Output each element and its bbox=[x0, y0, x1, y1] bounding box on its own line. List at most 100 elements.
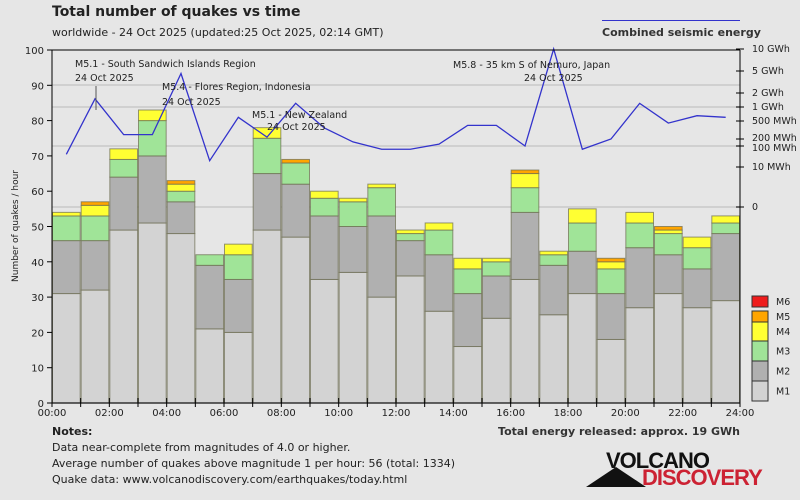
bar-segment-m5 bbox=[281, 158, 311, 164]
bar-segment-m2 bbox=[52, 240, 81, 295]
bars bbox=[52, 109, 740, 404]
annotation-date: 24 Oct 2025 bbox=[267, 122, 326, 133]
x-tick-label: 20:00 bbox=[611, 408, 640, 419]
x-tick-label: 00:00 bbox=[38, 408, 67, 419]
energy-line bbox=[65, 46, 726, 163]
x-tick-label: 08:00 bbox=[267, 408, 296, 419]
legend-swatch-m4 bbox=[751, 321, 769, 342]
y-tick-label: 50 bbox=[31, 223, 44, 234]
bar-segment-m2 bbox=[654, 254, 683, 295]
bar-segment-m4 bbox=[654, 229, 683, 235]
legend-swatch-m2 bbox=[751, 360, 769, 382]
annotation-date: 24 Oct 2025 bbox=[524, 73, 583, 84]
bar-segment-m2 bbox=[338, 226, 368, 273]
bar-segment-m1 bbox=[396, 275, 425, 404]
legend-label-m2: M2 bbox=[776, 367, 790, 378]
energy-series bbox=[65, 46, 726, 163]
volcanodiscovery-logo[interactable]: VOLCANO DISCOVERY bbox=[586, 448, 786, 490]
legend-swatch-m6 bbox=[751, 295, 769, 308]
legend-swatch-m3 bbox=[751, 340, 769, 362]
y-tick-label: 0 bbox=[38, 399, 44, 410]
bar-segment-m4 bbox=[510, 173, 540, 189]
legend-label-m3: M3 bbox=[776, 347, 790, 358]
bar-segment-m3 bbox=[52, 215, 81, 242]
annotation-title: M5.4 - Flores Region, Indonesia bbox=[162, 82, 311, 93]
bar-segment-m3 bbox=[80, 215, 110, 242]
bar-segment-m4 bbox=[482, 257, 511, 263]
legend-label-m5: M5 bbox=[776, 312, 790, 323]
bar-segment-m4 bbox=[568, 208, 597, 224]
chart-title: Total number of quakes vs time bbox=[52, 4, 301, 20]
energy-tick-label: 500 MWh bbox=[752, 116, 797, 127]
bar-segment-m3 bbox=[711, 222, 740, 235]
volcano-icon bbox=[586, 467, 646, 487]
y-tick-label: 10 bbox=[31, 364, 44, 375]
bar-segment-m1 bbox=[138, 222, 167, 404]
bar-segment-m1 bbox=[453, 346, 483, 404]
bar-segment-m4 bbox=[224, 243, 253, 256]
x-tick-label: 04:00 bbox=[152, 408, 181, 419]
bar-segment-m2 bbox=[367, 215, 397, 298]
bar-segment-m3 bbox=[224, 254, 253, 280]
bar-segment-m2 bbox=[568, 250, 597, 295]
energy-tick-label: 0 bbox=[752, 202, 758, 213]
bar-segment-m3 bbox=[682, 247, 712, 270]
bar-segment-m2 bbox=[453, 293, 483, 348]
bar-segment-m2 bbox=[109, 176, 139, 231]
bar-segment-m1 bbox=[166, 233, 196, 404]
x-tick-label: 18:00 bbox=[554, 408, 583, 419]
bar-segment-m1 bbox=[482, 317, 511, 404]
bar-segment-m3 bbox=[138, 120, 167, 157]
notes-line: Average number of quakes above magnitude… bbox=[52, 457, 455, 470]
bar-segment-m2 bbox=[166, 201, 196, 235]
x-tick-label: 10:00 bbox=[324, 408, 353, 419]
notes-line: Data near-complete from magnitudes of 4.… bbox=[52, 441, 351, 454]
bar-segment-m1 bbox=[80, 289, 110, 404]
y-tick-label: 40 bbox=[31, 258, 44, 269]
annotation-title: M5.1 - New Zealand bbox=[252, 110, 347, 121]
chart-subtitle: worldwide - 24 Oct 2025 (updated:25 Oct … bbox=[52, 26, 384, 39]
annotation-date: 24 Oct 2025 bbox=[75, 73, 134, 84]
bar-segment-m3 bbox=[424, 229, 454, 256]
axes: 0 10 20 30 40 50 60 70 80 90 100 Number of quakes /… bbox=[11, 44, 797, 419]
bar-segment-m2 bbox=[281, 183, 311, 238]
bar-segment-m3 bbox=[654, 233, 683, 256]
bar-segment-m2 bbox=[396, 240, 425, 277]
bar-segment-m5 bbox=[596, 257, 626, 263]
x-tick-label: 06:00 bbox=[210, 408, 239, 419]
energy-legend-line bbox=[602, 20, 740, 21]
bar-segment-m4 bbox=[453, 257, 483, 270]
bar-segment-m1 bbox=[711, 300, 740, 404]
bar-segment-m1 bbox=[539, 314, 568, 404]
bar-segment-m1 bbox=[682, 307, 712, 404]
bar-segment-m4 bbox=[682, 236, 712, 249]
bar-segment-m1 bbox=[596, 338, 626, 404]
y-tick-label: 20 bbox=[31, 328, 44, 339]
bar-segment-m3 bbox=[252, 137, 282, 175]
bar-segment-m2 bbox=[224, 278, 253, 333]
legend-label-m4: M4 bbox=[776, 327, 790, 338]
bar-segment-m3 bbox=[482, 261, 511, 277]
bar-segment-m3 bbox=[396, 233, 425, 242]
energy-tick-label: 10 MWh bbox=[752, 162, 791, 173]
bar-segment-m5 bbox=[80, 201, 110, 206]
y-tick-label: 70 bbox=[31, 152, 44, 163]
notes: Notes: Data near-complete from magnitude… bbox=[52, 424, 455, 488]
bar-segment-m3 bbox=[367, 187, 397, 217]
notes-line: Quake data: www.volcanodiscovery.com/ear… bbox=[52, 473, 408, 486]
annotation-title: M5.1 - South Sandwich Islands Region bbox=[75, 59, 256, 70]
bar-segment-m2 bbox=[596, 293, 626, 340]
bar-segment-m1 bbox=[367, 296, 397, 404]
x-tick-label: 22:00 bbox=[668, 408, 697, 419]
bar-segment-m2 bbox=[310, 215, 339, 280]
notes-heading: Notes: bbox=[52, 425, 93, 438]
bar-segment-m2 bbox=[711, 233, 740, 302]
bar-segment-m3 bbox=[625, 222, 654, 249]
bar-segment-m1 bbox=[224, 331, 253, 404]
annotation-date: 24 Oct 2025 bbox=[162, 97, 221, 108]
bar-segment-m4 bbox=[367, 183, 397, 189]
bar-segment-m1 bbox=[338, 271, 368, 404]
legend-label-m6: M6 bbox=[776, 297, 790, 308]
bar-segment-m4 bbox=[338, 197, 368, 203]
energy-tick-label: 2 GWh bbox=[752, 88, 784, 99]
